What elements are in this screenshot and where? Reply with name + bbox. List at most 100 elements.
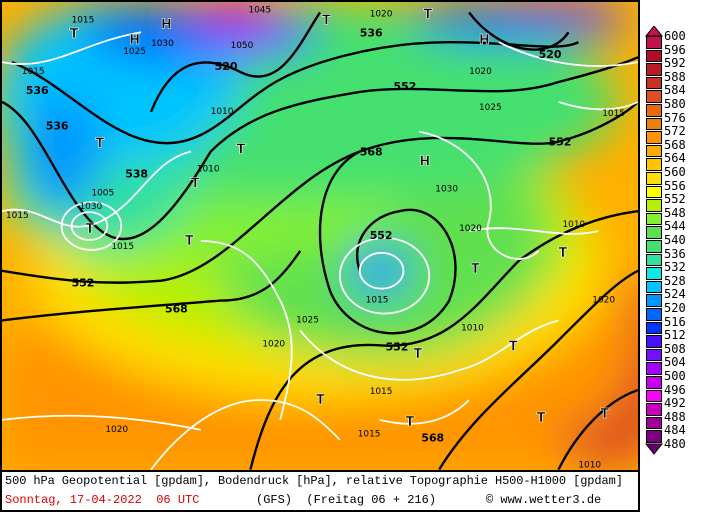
legend-label: 556 bbox=[664, 178, 686, 193]
isobar-label: 1050 bbox=[231, 41, 254, 51]
legend-color-box bbox=[646, 226, 662, 239]
legend-color-box bbox=[646, 158, 662, 171]
isobar-label: 1010 bbox=[197, 164, 220, 174]
legend-label: 596 bbox=[664, 42, 686, 57]
pressure-isobars bbox=[2, 31, 638, 470]
legend-color-box bbox=[646, 36, 662, 49]
contour-label: 552 bbox=[394, 80, 417, 93]
low-pressure-marker: T bbox=[471, 262, 480, 277]
legend-label: 552 bbox=[664, 192, 686, 207]
legend-color-box bbox=[646, 212, 662, 226]
weather-map: 536 536 536 520 520 552 552 538 568 552 … bbox=[0, 0, 640, 472]
legend-color-box bbox=[646, 416, 662, 430]
isobar-label: 1020 bbox=[592, 296, 615, 306]
isobar-label: 1010 bbox=[562, 220, 585, 230]
isobar-label: 1025 bbox=[296, 315, 319, 325]
legend-color-box bbox=[646, 280, 662, 294]
legend-label: 512 bbox=[664, 328, 686, 343]
low-pressure-marker: T bbox=[237, 143, 246, 158]
legend-label: 536 bbox=[664, 246, 686, 261]
low-pressure-marker: T bbox=[316, 393, 325, 408]
legend-color-box bbox=[646, 199, 662, 212]
legend-label: 532 bbox=[664, 260, 686, 275]
pressure-centers: H H H H T T T T T T T T T T T T T T T T bbox=[69, 7, 609, 430]
caption-date: Sonntag, 17-04-2022 06 UTC bbox=[5, 493, 200, 507]
legend-color-box bbox=[646, 76, 662, 90]
caption-model: (GFS) (Freitag 06 + 216) bbox=[256, 493, 437, 507]
legend-label: 576 bbox=[664, 110, 686, 125]
caption-title: 500 hPa Geopotential [gpdam], Bodendruck… bbox=[5, 474, 623, 488]
legend-color-box bbox=[646, 90, 662, 103]
legend-color-box bbox=[646, 403, 662, 416]
contour-label: 568 bbox=[360, 146, 383, 159]
high-pressure-marker: H bbox=[479, 33, 490, 48]
isobar-label: 1015 bbox=[72, 15, 95, 25]
contour-label: 552 bbox=[72, 277, 95, 290]
legend-color-box bbox=[646, 253, 662, 267]
legend-color-box bbox=[646, 267, 662, 280]
isobar-label: 1020 bbox=[262, 339, 285, 349]
legend-label: 504 bbox=[664, 355, 686, 370]
legend-color-box bbox=[646, 362, 662, 375]
legend-label: 528 bbox=[664, 273, 686, 288]
legend-label: 496 bbox=[664, 382, 686, 397]
contour-label: 536 bbox=[360, 26, 383, 39]
legend-color-box bbox=[646, 172, 662, 185]
legend-label: 500 bbox=[664, 369, 686, 383]
isobar-label: 1020 bbox=[469, 67, 492, 77]
legend-color-box bbox=[646, 348, 662, 362]
isobar-label: 1025 bbox=[479, 103, 502, 113]
contour-label: 520 bbox=[539, 48, 562, 61]
legend-label: 544 bbox=[664, 219, 686, 234]
legend-label: 584 bbox=[664, 83, 686, 98]
isobar-label: 1015 bbox=[358, 430, 381, 440]
low-pressure-marker: T bbox=[509, 339, 518, 354]
legend-label: 488 bbox=[664, 409, 686, 424]
legend-color-box bbox=[646, 376, 662, 389]
legend-label: 516 bbox=[664, 314, 686, 329]
isobar-label: 1015 bbox=[22, 67, 45, 77]
isobar-label: 1030 bbox=[151, 39, 174, 49]
low-pressure-marker: T bbox=[185, 234, 194, 249]
caption-credit: © www.wetter3.de bbox=[486, 493, 602, 507]
map-canvas: 536 536 536 520 520 552 552 538 568 552 … bbox=[2, 2, 638, 470]
high-pressure-marker: H bbox=[419, 154, 430, 169]
legend-label: 560 bbox=[664, 165, 686, 179]
legend-color-box bbox=[646, 294, 662, 307]
legend-color-box bbox=[646, 131, 662, 144]
low-pressure-marker: T bbox=[95, 137, 104, 152]
pressure-labels: 1015 1015 1010 1025 1030 1045 1050 1020 … bbox=[6, 5, 625, 470]
legend-label: 580 bbox=[664, 97, 686, 111]
legend-label: 540 bbox=[664, 233, 686, 247]
isobar-label: 1020 bbox=[370, 9, 393, 19]
isobar-label: 1015 bbox=[370, 387, 393, 397]
low-pressure-marker: T bbox=[191, 176, 200, 191]
legend-label: 548 bbox=[664, 205, 686, 220]
legend-label: 572 bbox=[664, 124, 686, 139]
legend-color-box bbox=[646, 335, 662, 348]
legend-color-box bbox=[646, 321, 662, 335]
low-pressure-marker: T bbox=[559, 246, 568, 261]
legend-label: 520 bbox=[664, 301, 686, 315]
high-pressure-marker: H bbox=[129, 33, 140, 48]
legend-label: 600 bbox=[664, 29, 686, 43]
map-caption: 500 hPa Geopotential [gpdam], Bodendruck… bbox=[0, 472, 640, 512]
legend-color-box bbox=[646, 430, 662, 443]
color-legend: 600 596 592 588 584 580 576 572 568 564 560 556 552 5… bbox=[640, 26, 704, 458]
isobar-label: 1015 bbox=[111, 242, 134, 252]
isobar-label: 1015 bbox=[6, 211, 29, 221]
low-pressure-marker: T bbox=[600, 407, 609, 422]
high-pressure-marker: H bbox=[161, 17, 172, 32]
legend-color-box bbox=[646, 63, 662, 76]
legend-color-box bbox=[646, 144, 662, 158]
isobar-label: 1015 bbox=[602, 109, 625, 119]
legend-color-box bbox=[646, 104, 662, 117]
legend-label: 484 bbox=[664, 423, 686, 438]
isobar-label: 1030 bbox=[80, 202, 103, 212]
contour-label: 538 bbox=[125, 167, 148, 180]
low-pressure-marker: T bbox=[537, 411, 546, 426]
isobar-label: 1025 bbox=[123, 47, 146, 57]
contour-label: 568 bbox=[165, 303, 188, 316]
geopotential-labels: 536 536 536 520 520 552 552 538 568 552 … bbox=[26, 26, 572, 444]
legend-color-box bbox=[646, 308, 662, 321]
